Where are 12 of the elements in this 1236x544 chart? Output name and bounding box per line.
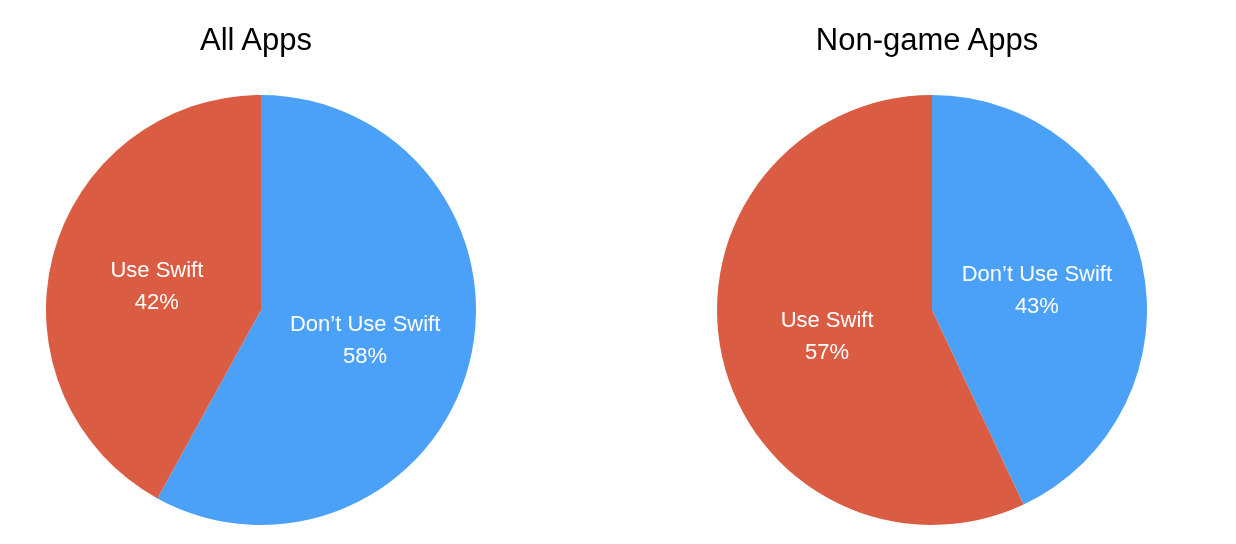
chart-title: All Apps xyxy=(199,22,313,58)
slice-label: Don’t Use Swift xyxy=(289,310,441,336)
data-label: 57% xyxy=(805,339,850,365)
data-label: 42% xyxy=(134,289,179,315)
slice-label: Use Swift xyxy=(110,257,204,283)
slice-label: Don’t Use Swift xyxy=(961,260,1113,286)
chart-title: Non-game Apps xyxy=(814,22,1040,58)
data-label: 43% xyxy=(1014,292,1059,318)
data-label: 58% xyxy=(343,342,388,368)
pie-slice xyxy=(932,95,1147,505)
slice-label: Use Swift xyxy=(780,307,874,333)
pie-slice xyxy=(46,95,261,499)
